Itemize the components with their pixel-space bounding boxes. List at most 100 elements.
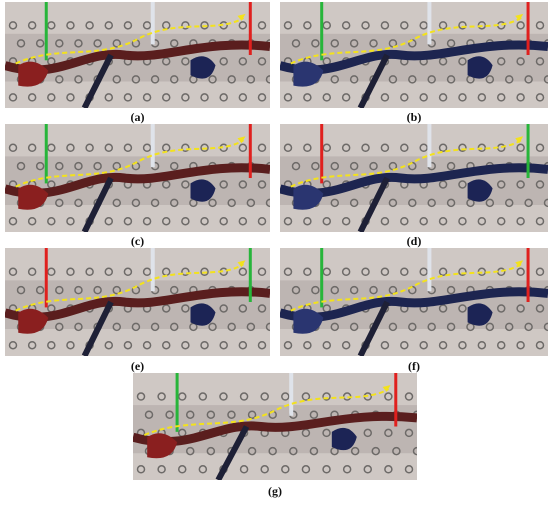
stud: [330, 322, 340, 332]
stud: [35, 285, 45, 295]
panel-label: (a): [130, 110, 145, 124]
stud: [516, 21, 525, 30]
channel: [5, 163, 270, 198]
stud: [47, 93, 56, 102]
channel-branch: [357, 300, 390, 356]
stud: [408, 322, 417, 332]
stud: [157, 465, 166, 474]
stud: [496, 216, 506, 226]
fluid-blob: [18, 61, 49, 87]
stud: [257, 143, 267, 153]
channel: [280, 287, 548, 322]
stud: [131, 198, 141, 208]
stud: [535, 340, 545, 350]
injection-well: [320, 124, 324, 184]
stud: [535, 304, 545, 313]
stud: [247, 410, 257, 419]
fluid-blob: [147, 433, 178, 459]
stud: [384, 465, 393, 474]
stud: [66, 21, 75, 30]
stud: [408, 198, 417, 208]
stud: [200, 216, 209, 226]
stud: [238, 340, 248, 350]
stud: [380, 216, 390, 226]
stud: [200, 143, 209, 153]
stud: [93, 39, 102, 48]
stud: [66, 340, 75, 350]
stud: [55, 322, 64, 332]
stud: [384, 428, 393, 438]
stud: [303, 143, 312, 153]
stud: [516, 267, 525, 277]
stud: [283, 143, 293, 153]
stud: [198, 465, 208, 474]
stud: [142, 340, 152, 350]
stud: [161, 57, 171, 66]
production-well: [394, 373, 398, 427]
stud: [535, 267, 545, 277]
channel-branch: [215, 425, 250, 480]
stud: [400, 267, 409, 277]
stud: [8, 93, 18, 102]
stud: [438, 180, 448, 189]
channel-branch: [81, 300, 114, 356]
stud: [47, 21, 56, 30]
production-well: [248, 124, 252, 178]
fluid-blob: [467, 179, 493, 202]
stud: [265, 75, 270, 84]
stud: [291, 161, 301, 171]
stud: [341, 21, 351, 30]
stud: [369, 285, 378, 295]
stud: [303, 216, 312, 226]
stud: [27, 143, 37, 153]
stud: [246, 75, 256, 84]
stud: [123, 216, 133, 226]
stud: [112, 285, 122, 295]
stud: [74, 322, 83, 332]
fluid-blob: [190, 303, 216, 326]
stud: [535, 143, 545, 153]
stud: [311, 39, 320, 48]
stud: [322, 392, 331, 401]
stud: [112, 75, 122, 84]
fluid-blob: [293, 308, 324, 334]
stud: [330, 198, 340, 208]
stud: [535, 57, 545, 66]
stud: [291, 39, 301, 48]
stud: [283, 216, 293, 226]
stud: [8, 143, 18, 153]
photo: [5, 124, 270, 232]
stud: [142, 21, 152, 30]
stud: [200, 93, 209, 102]
stud: [349, 285, 359, 295]
stud: [400, 21, 409, 30]
photo: [280, 124, 548, 232]
channel: [133, 411, 417, 447]
stud: [283, 340, 293, 350]
stud: [181, 21, 190, 30]
stud: [543, 75, 548, 84]
channel-branch: [81, 176, 114, 232]
stud: [535, 21, 545, 30]
stud: [342, 465, 352, 474]
stud: [438, 340, 448, 350]
stud: [322, 216, 332, 226]
stud: [66, 93, 75, 102]
flow-path: [15, 139, 245, 188]
stud: [289, 446, 298, 456]
stud: [157, 392, 166, 401]
panel-label: (g): [268, 484, 282, 498]
photo: [280, 2, 548, 108]
stud: [161, 216, 171, 226]
stud: [104, 340, 114, 350]
stud: [477, 93, 487, 102]
photo: [5, 2, 270, 108]
stud: [388, 75, 398, 84]
stud: [55, 161, 64, 171]
channel: [280, 40, 548, 75]
stud: [408, 75, 417, 84]
stud: [257, 267, 267, 277]
stud: [200, 340, 209, 350]
stud: [350, 446, 360, 456]
stud: [104, 267, 114, 277]
